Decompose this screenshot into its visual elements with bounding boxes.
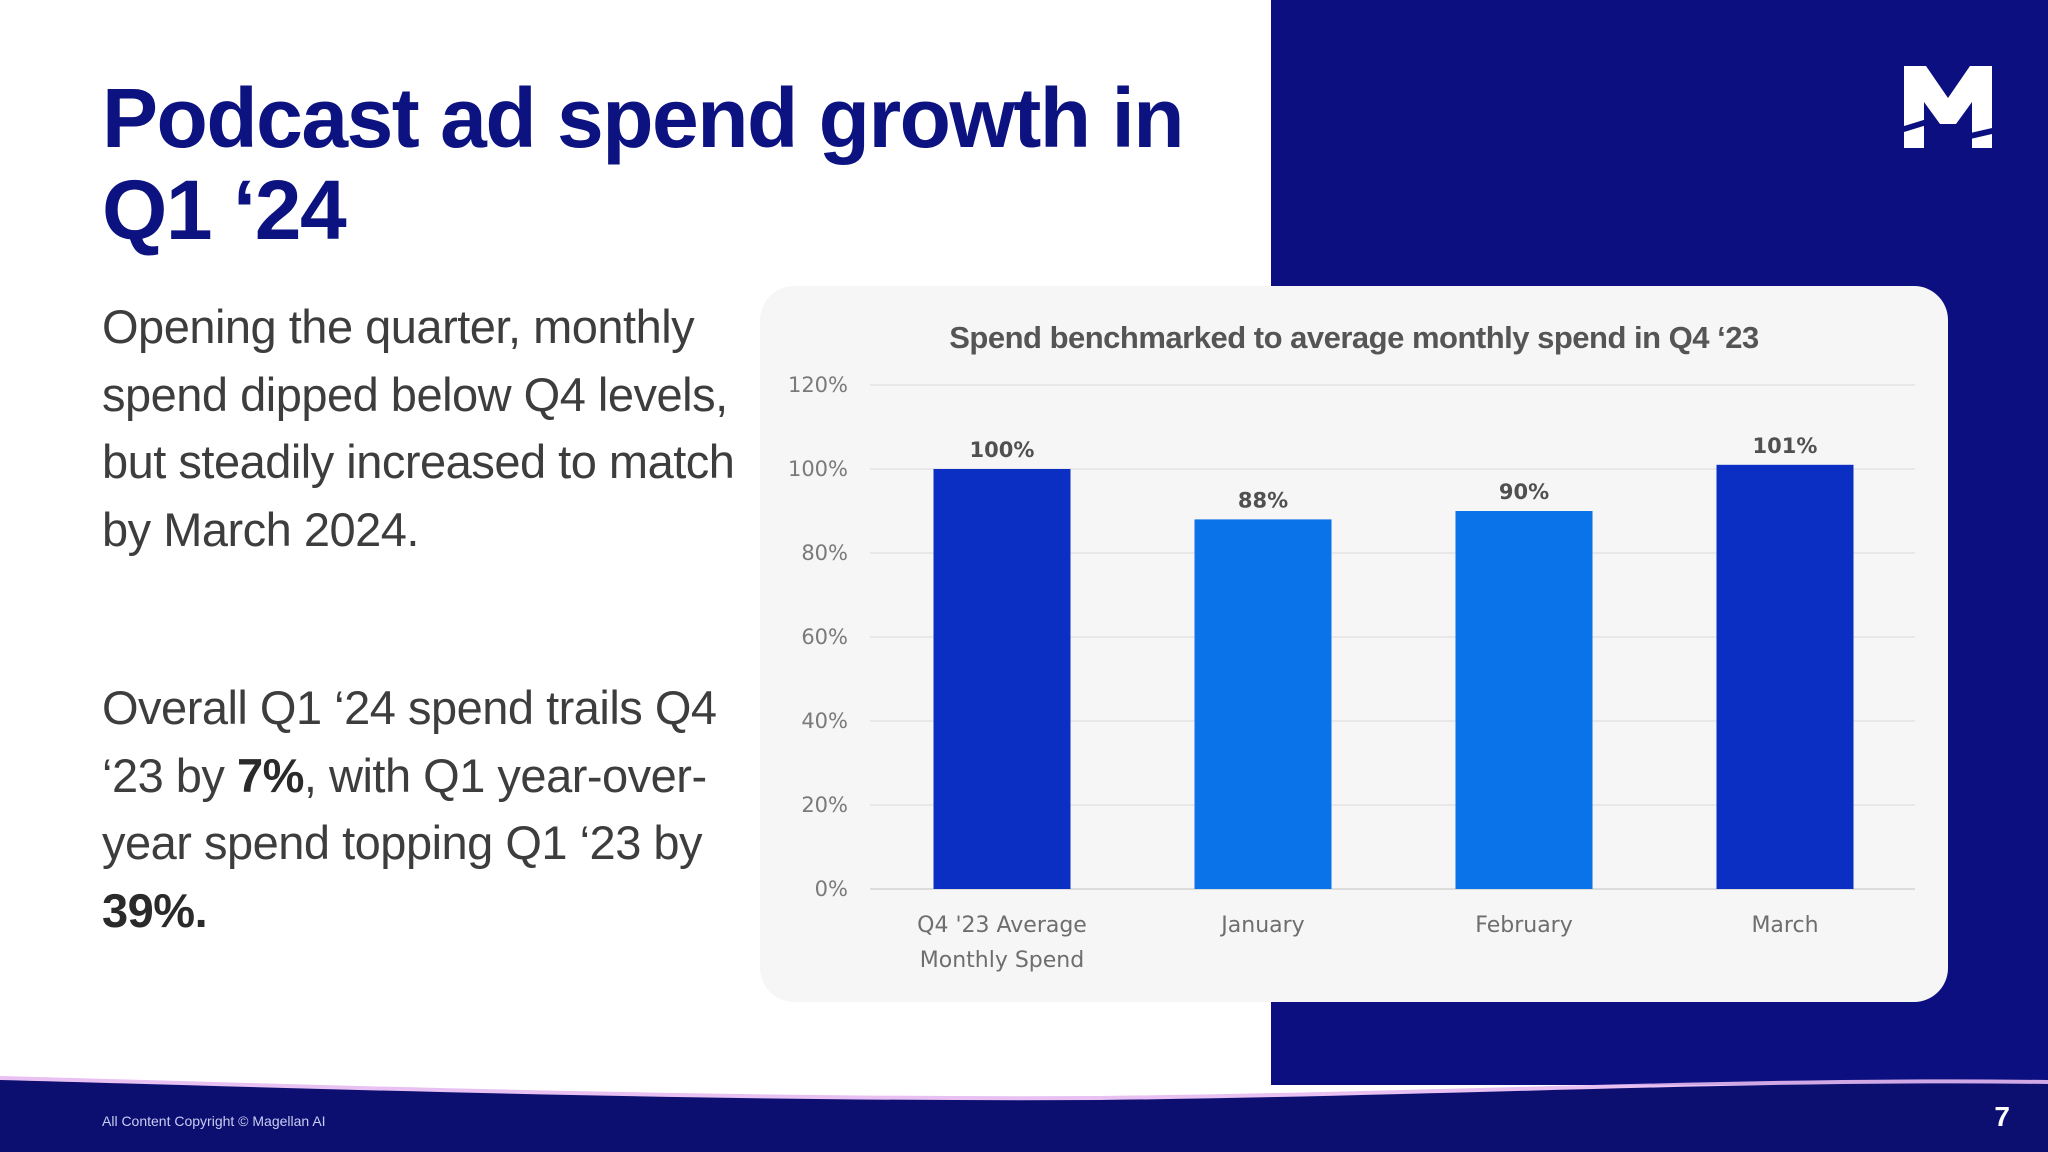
- slide-title: Podcast ad spend growth in Q1 ‘24: [102, 71, 1185, 257]
- data-label: 90%: [1499, 480, 1549, 504]
- data-label: 101%: [1753, 434, 1818, 458]
- summary-paragraph: Opening the quarter, monthly spend dippe…: [102, 300, 735, 556]
- m-logo-icon: [1904, 66, 1992, 148]
- copyright-text: All Content Copyright © Magellan AI: [102, 1113, 326, 1129]
- y-tick-label: 80%: [801, 541, 848, 565]
- bar: [1716, 464, 1854, 889]
- data-label: 100%: [970, 438, 1035, 462]
- overall-text-part2: , with Q1 year-over-year spend topping Q…: [102, 748, 707, 870]
- page-number: 7: [1994, 1101, 2010, 1132]
- bar: [1455, 511, 1593, 889]
- chart-title: Spend benchmarked to average monthly spe…: [949, 320, 1759, 355]
- y-tick-label: 0%: [815, 877, 848, 901]
- footer-wave: [0, 1076, 2048, 1152]
- chart-card: Spend benchmarked to average monthly spe…: [760, 286, 1948, 1002]
- data-label: 88%: [1238, 488, 1288, 512]
- yoy-growth-percent: 39%.: [102, 883, 208, 937]
- x-tick-label: Q4 '23 Average: [917, 913, 1087, 938]
- overall-paragraph: Overall Q1 ‘24 spend trails Q4 ‘23 by 7%…: [102, 674, 742, 944]
- overall-text-part1: Overall Q1 ‘24 spend trails Q4 ‘23 by: [102, 681, 717, 802]
- x-tick-label: Monthly Spend: [920, 948, 1084, 973]
- x-tick-label: March: [1751, 913, 1818, 938]
- bar: [1194, 519, 1332, 889]
- y-tick-label: 60%: [801, 625, 848, 649]
- x-tick-label: February: [1475, 913, 1573, 938]
- q4-trail-percent: 7%: [236, 748, 304, 802]
- y-tick-label: 120%: [788, 373, 848, 397]
- bar-chart: Spend benchmarked to average monthly spe…: [788, 320, 1915, 973]
- y-tick-label: 20%: [801, 793, 848, 817]
- x-tick-label: January: [1219, 913, 1304, 938]
- bar: [933, 469, 1071, 889]
- y-tick-label: 40%: [801, 709, 848, 733]
- y-tick-label: 100%: [788, 457, 848, 481]
